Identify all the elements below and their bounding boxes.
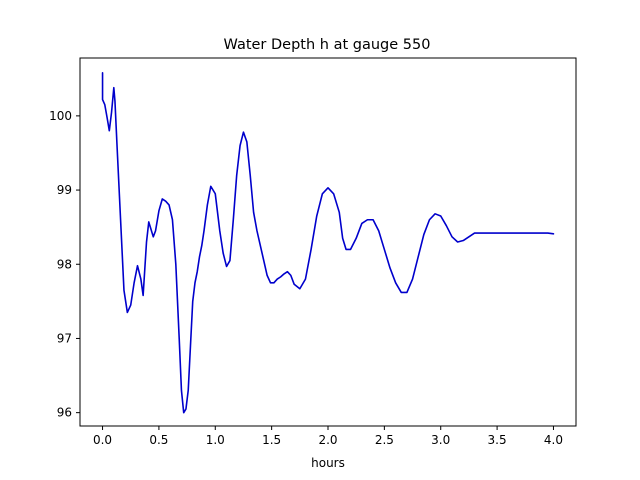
x-tick-label: 3.0 — [431, 433, 450, 447]
y-tick-label: 97 — [57, 331, 72, 345]
plot-area — [101, 72, 555, 414]
x-axis: 0.0 0.5 1.0 1.5 2.0 2.5 3.0 3.5 4.0 — [93, 426, 563, 447]
y-tick-label: 96 — [57, 406, 72, 420]
x-tick-label: 4.0 — [544, 433, 563, 447]
x-tick-label: 2.5 — [375, 433, 394, 447]
series-line-0 — [101, 72, 555, 414]
y-axis: 96 97 98 99 100 — [49, 109, 80, 420]
y-tick-label: 100 — [49, 109, 72, 123]
plot-frame — [79, 57, 577, 427]
x-tick-label: 2.0 — [318, 433, 337, 447]
x-tick-label: 1.0 — [206, 433, 225, 447]
chart-title: Water Depth h at gauge 550 — [224, 37, 431, 53]
x-tick-label: 0.5 — [149, 433, 168, 447]
x-axis-label: hours — [311, 456, 345, 470]
x-tick-label: 3.5 — [488, 433, 507, 447]
y-tick-label: 99 — [57, 183, 72, 197]
y-tick-label: 98 — [57, 257, 72, 271]
x-tick-label: 0.0 — [93, 433, 112, 447]
x-tick-label: 1.5 — [262, 433, 281, 447]
